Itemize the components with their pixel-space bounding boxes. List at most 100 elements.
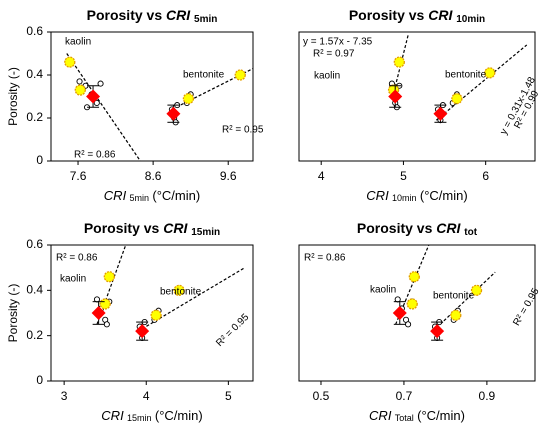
point [76,78,83,85]
title-text: Porosity vs [87,7,163,23]
x-tick-label: 8.6 [145,169,162,183]
x-tick-label: 5 [225,389,232,403]
y-axis-label: Porosity (-) [6,67,20,126]
plot-frame [298,244,536,382]
title-var: CRI [436,220,461,236]
point [405,321,412,328]
point [135,324,150,339]
point [393,56,405,68]
chart-title: Porosity vs CRI tot [357,220,478,238]
point [182,93,195,105]
point [484,67,496,79]
x-tick-label: 0.7 [396,389,413,403]
x-axis-label: CRI 15min (°C/min) [101,408,202,425]
point [86,89,101,104]
x-tick-label: 4 [143,389,150,403]
trendline [432,271,496,332]
point [173,284,185,296]
point [99,298,111,310]
point [74,84,86,96]
x-label-sub: 10min [392,193,417,203]
point [388,89,403,104]
y-axis-label: Porosity (-) [6,284,20,343]
y-tick-label: 0.4 [26,283,43,297]
x-label-unit: (°C/min) [417,408,465,423]
y-tick-label: 0.6 [26,24,43,38]
point [450,309,462,321]
plot-frame [50,31,254,162]
title-var: CRI [163,220,188,236]
point [97,80,104,87]
title-text: Porosity vs [357,220,433,236]
annotation: R² = 0.86 [74,150,116,161]
y-tick-label: 0.2 [26,110,43,124]
x-label-var: CRI [369,408,392,423]
trendline [96,245,127,325]
title-sub: 5min [194,14,217,25]
x-axis-label: CRI 5min (°C/min) [104,188,200,205]
title-sub: 10min [456,14,485,25]
x-tick-label: 3 [61,389,68,403]
annotation: R² = 0.95 [222,125,264,136]
point [406,298,418,310]
point [64,56,76,68]
x-label-sub: 5min [130,193,150,203]
annotation: kaolin [314,71,340,82]
chart-title: Porosity vs CRI 15min [84,220,220,238]
y-tick-label: 0 [36,153,43,167]
annotation: bentonite [433,291,475,302]
x-tick-label: 5 [400,169,407,183]
annotation: bentonite [445,70,487,81]
point [392,306,407,320]
x-label-var: CRI [104,188,127,203]
x-tick-label: 9.6 [220,169,237,183]
x-tick-label: 6 [482,169,489,183]
point [451,93,463,105]
x-tick-label: 0.5 [313,389,330,403]
x-label-var: CRI [101,408,124,423]
x-tick-label: 0.9 [479,389,496,403]
x-tick-label: 7.6 [70,169,87,183]
x-axis-label: CRI Total (°C/min) [369,408,465,425]
point [470,284,483,296]
annotation: kaolin [60,274,86,285]
point [103,321,110,328]
annotation: R² = 0.86 [304,253,346,264]
annotation: kaolin [65,37,91,48]
point [103,271,115,283]
point [234,69,246,81]
x-label-unit: (°C/min) [420,188,468,203]
point [91,306,106,320]
x-label-unit: (°C/min) [155,408,203,423]
annotation: kaolin [370,285,396,296]
annotation: bentonite [160,287,202,298]
annotation: y = 1.57x - 7.35 [303,37,373,48]
point [166,106,181,121]
title-text: Porosity vs [84,220,160,236]
x-label-sub: Total [395,413,414,423]
x-tick-label: 4 [318,169,325,183]
x-label-sub: 15min [127,413,152,423]
x-label-unit: (°C/min) [152,188,200,203]
y-tick-label: 0 [36,373,43,387]
title-var: CRI [428,7,453,23]
title-sub: tot [464,227,477,238]
annotation: bentonite [183,70,225,81]
annotation: R² = 0.95 [511,286,541,328]
point [408,271,420,283]
title-text: Porosity vs [349,7,425,23]
x-axis-label: CRI 10min (°C/min) [366,188,467,205]
trendline [66,53,141,161]
point [150,309,162,321]
title-var: CRI [166,7,191,23]
y-tick-label: 0.2 [26,328,43,342]
point [430,324,445,339]
x-label-var: CRI [366,188,389,203]
chart-title: Porosity vs CRI 10min [349,7,485,25]
annotation: R² = 0.95 [214,312,251,349]
title-sub: 15min [191,227,220,238]
y-tick-label: 0.4 [26,67,43,81]
point [93,99,100,106]
plot-frame [298,31,536,162]
